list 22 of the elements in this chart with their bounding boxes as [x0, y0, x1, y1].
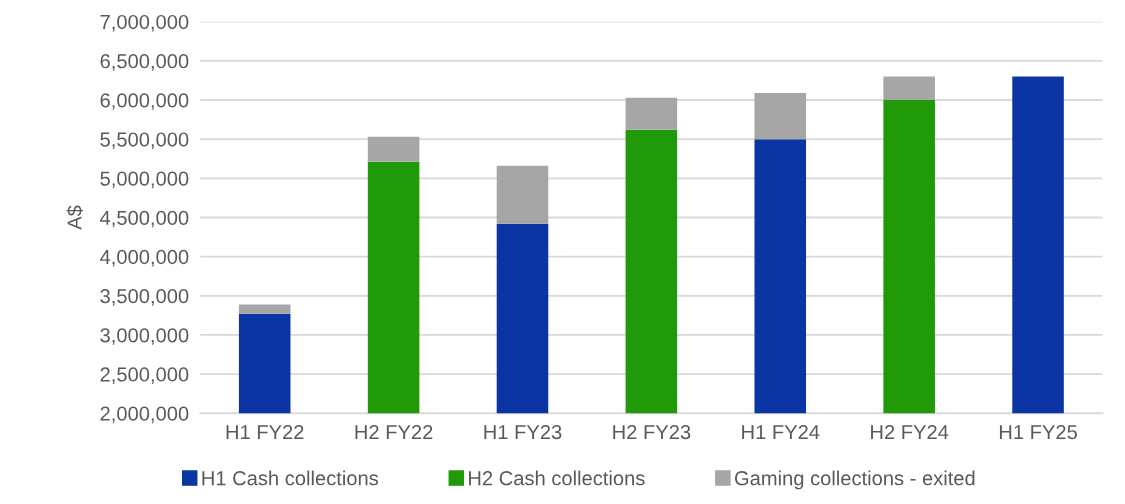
y-axis-title: A$ [66, 205, 83, 230]
y-tick-label: 6,500,000 [100, 54, 189, 71]
legend-label: Gaming collections - exited [734, 470, 975, 490]
x-tick-label: H1 FY24 [742, 424, 820, 439]
x-tick-label: H1 FY25 [999, 424, 1077, 440]
y-tick-label: 5,000,000 [100, 171, 189, 189]
legend-label: H1 Cash collections [202, 470, 379, 486]
x-tick-label: H1 FY23 [484, 424, 562, 440]
y-tick-label: 5,500,000 [100, 132, 189, 150]
y-tick-label: 7,000,000 [100, 14, 189, 32]
y-tick-label: 3,500,000 [100, 289, 189, 306]
y-tick-label: 2,500,000 [100, 367, 189, 384]
y-tick-label: 2,000,000 [100, 406, 189, 424]
legend-label: H2 Cash collections [469, 470, 645, 486]
y-tick-label: 6,000,000 [100, 93, 189, 110]
y-tick-label: 3,000,000 [100, 328, 189, 345]
x-tick-label: H2 FY24 [871, 424, 949, 439]
x-tick-label: H2 FY22 [355, 424, 433, 439]
y-tick-label: 4,500,000 [100, 210, 189, 228]
x-tick-label: H1 FY22 [226, 424, 304, 439]
x-tick-label: H2 FY23 [613, 424, 691, 440]
y-tick-label: 4,000,000 [100, 249, 189, 267]
